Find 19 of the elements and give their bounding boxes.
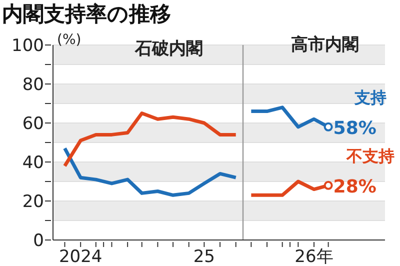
data-label: 58%	[333, 118, 376, 139]
annotation: 高市内閣	[291, 34, 360, 56]
x-tick-label: 2024	[58, 247, 102, 266]
y-tick-label: 40	[22, 153, 44, 173]
x-tick-label: 25	[193, 247, 216, 266]
data-label: 28%	[333, 176, 376, 198]
line-series	[63, 146, 238, 197]
line-series	[63, 112, 238, 168]
y-tick-label: 80	[22, 75, 44, 95]
annotation: 石破内閣	[135, 38, 204, 60]
y-tick-label: 0	[33, 231, 44, 251]
chart-title: 内閣支持率の推移	[2, 1, 171, 28]
series-label: 支持	[353, 88, 386, 107]
series-label: 不支持	[345, 146, 394, 166]
y-axis-title: (%)	[57, 32, 82, 48]
y-tick-label: 60	[22, 114, 44, 134]
x-tick-label: 26年	[294, 247, 334, 266]
y-tick-label: 100	[12, 36, 44, 56]
y-tick-label: 20	[22, 192, 44, 212]
